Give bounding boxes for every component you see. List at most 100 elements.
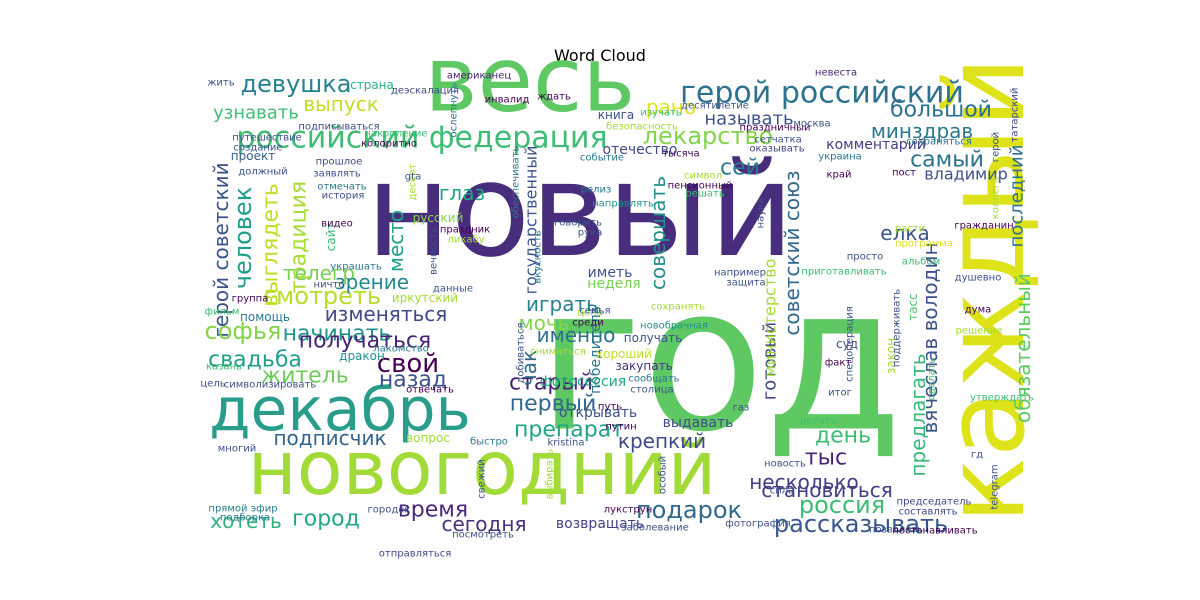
word-36: становиться	[761, 478, 892, 502]
word-53: совершать	[646, 176, 670, 290]
word-196: свежий	[477, 459, 488, 499]
word-74: хороший	[596, 347, 652, 361]
word-11: обязательный	[1011, 273, 1035, 423]
word-5: декабрь	[209, 375, 471, 445]
word-32: город	[292, 507, 360, 532]
word-48: изменяться	[325, 302, 448, 326]
word-84: суд	[836, 337, 858, 351]
word-139: наука	[756, 198, 767, 229]
word-42: играть	[526, 292, 598, 316]
word-198: telegram	[990, 464, 1001, 509]
word-197: особый	[658, 456, 669, 494]
word-146: группа	[232, 294, 269, 305]
word-85: русский	[413, 211, 464, 225]
word-143: защита	[726, 278, 765, 289]
word-175: фотография	[725, 519, 790, 530]
word-57: выпуск	[303, 92, 379, 116]
word-54: сей	[720, 156, 760, 181]
word-72: иркутский	[392, 291, 458, 305]
word-34: хотеть	[210, 509, 281, 533]
word-110: деэскалация	[391, 86, 459, 97]
word-94: праздничный	[739, 123, 810, 134]
word-157: лакомство	[373, 344, 429, 355]
word-81: возвращать	[556, 516, 644, 532]
word-190: душевно	[955, 273, 1002, 284]
word-24: традиция	[287, 181, 312, 293]
word-174: заболевание	[621, 523, 689, 534]
word-112: жить	[207, 78, 234, 89]
word-44: свой	[377, 349, 439, 379]
word-75: закупать	[615, 359, 672, 373]
word-6: российский федерация	[236, 121, 607, 156]
word-142: например	[714, 268, 766, 279]
word-116: заявлять	[313, 169, 361, 180]
word-183: утверждать	[970, 393, 1034, 404]
word-184: итог	[828, 388, 852, 399]
word-130: ликабу	[447, 235, 484, 246]
word-151: среди	[572, 318, 603, 329]
word-28: большой	[890, 98, 992, 123]
word-158: казань	[206, 362, 242, 373]
word-30: день	[815, 424, 871, 449]
word-122: история	[322, 191, 365, 202]
word-63: министерство	[761, 259, 780, 378]
word-19: софья	[205, 317, 282, 345]
word-121: отмечать	[317, 182, 367, 193]
word-56: называть	[704, 109, 793, 130]
word-164: путин	[605, 422, 636, 433]
word-69: страна	[350, 78, 394, 92]
word-199: сделать	[927, 357, 938, 400]
word-71: иметь	[588, 265, 633, 281]
word-59: тыс	[805, 446, 847, 471]
word-129: праздник	[440, 225, 490, 236]
word-99: татарский	[1010, 88, 1021, 143]
word-118: колоритно	[361, 139, 417, 150]
word-29: елка	[880, 221, 929, 245]
word-66: владимир	[924, 165, 1008, 184]
word-15: россия	[799, 491, 885, 519]
word-41: мочь	[519, 311, 570, 335]
word-159: цель	[200, 379, 225, 390]
word-104: тысяча	[662, 149, 699, 160]
word-98: дума	[965, 305, 992, 316]
word-88: отечество	[603, 142, 678, 158]
word-8: герой советский	[209, 162, 233, 337]
word-89: книга	[598, 108, 635, 122]
word-23: выглядеть	[259, 183, 284, 307]
word-125: gta	[405, 172, 421, 183]
word-92: невеста	[815, 68, 857, 79]
word-113: путешествие	[232, 133, 302, 144]
word-144: украшать	[330, 262, 382, 273]
word-186: факт	[825, 358, 852, 369]
word-127: релиз	[581, 185, 612, 196]
word-140: просто	[847, 252, 883, 263]
word-153: новобрачная	[640, 321, 708, 332]
word-27: самый	[910, 148, 984, 173]
word-138: расти	[895, 224, 925, 235]
word-95: гражданин	[954, 221, 1013, 232]
word-106: оказывать	[749, 144, 804, 155]
word-76: получать	[624, 331, 682, 345]
word-115: прошлое	[316, 157, 363, 168]
word-195: выбирать	[545, 449, 556, 500]
word-1: новый	[366, 134, 794, 286]
word-65: победитель	[588, 306, 604, 394]
word-82: закон	[884, 338, 898, 374]
word-91: американец	[447, 71, 512, 82]
word-7: герой российский	[680, 76, 964, 111]
word-176: позволять	[869, 525, 923, 536]
word-135: символ	[684, 171, 722, 182]
word-133: пенсионный	[668, 181, 733, 192]
word-109: ждать	[537, 92, 571, 103]
word-3: каждый	[921, 56, 1049, 523]
word-62: последний	[1007, 145, 1028, 248]
word-149: цена	[577, 308, 603, 319]
word-132: рука	[578, 228, 602, 239]
word-31: подписчик	[273, 426, 386, 450]
word-180: сила	[770, 486, 795, 497]
word-58: узнавать	[213, 103, 299, 124]
word-37: крепкий	[618, 429, 706, 453]
word-154: сниматься	[530, 347, 585, 358]
word-45: назад	[379, 368, 447, 393]
